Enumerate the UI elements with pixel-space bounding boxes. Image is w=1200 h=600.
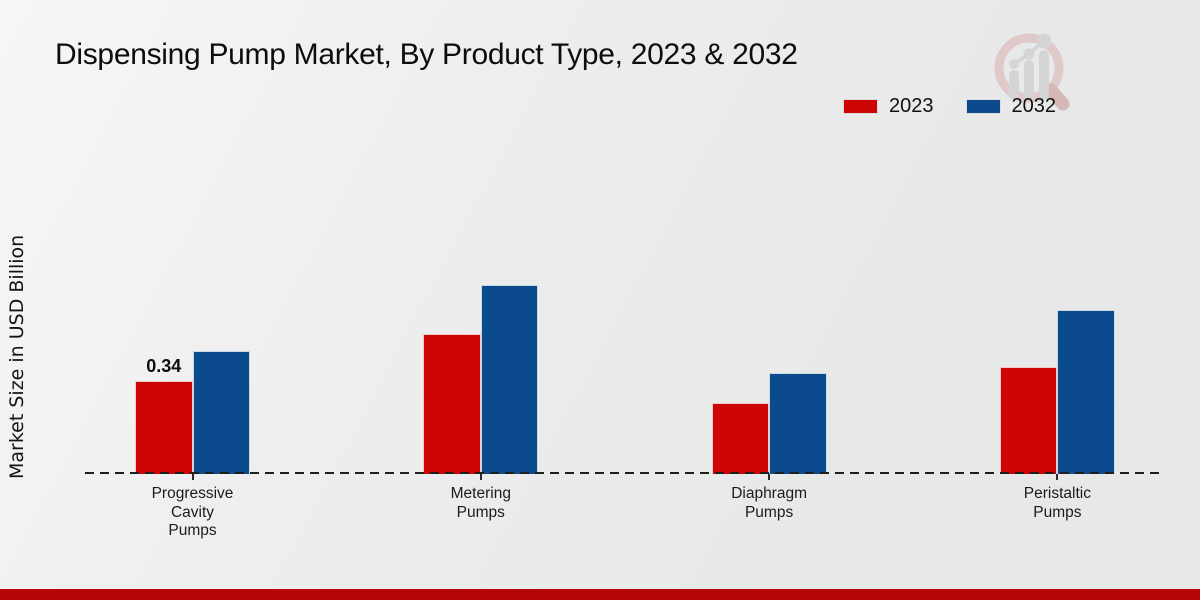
x-axis-tick: [191, 474, 194, 480]
legend-label: 2023: [889, 95, 934, 117]
footer-accent-bar: [0, 589, 1200, 600]
bar-2023-3: [711, 403, 770, 474]
bar-2032-4: [1057, 310, 1115, 474]
bar-2023-2: [423, 334, 481, 474]
legend-swatch-icon: [843, 99, 878, 114]
legend-item-2032: 2032: [965, 95, 1057, 118]
legend-swatch-icon: [965, 99, 1001, 114]
legend-label: 2032: [1011, 95, 1057, 117]
bar-2023-4: [999, 367, 1058, 474]
bar-2032-1: [192, 351, 250, 474]
bar-2032-3: [769, 373, 827, 474]
x-axis-tick: [479, 474, 482, 480]
x-axis-tick: [1056, 474, 1059, 480]
chart-title: Dispensing Pump Market, By Product Type,…: [55, 38, 798, 71]
x-axis-tick: [768, 474, 771, 480]
bar-2032-2: [480, 285, 539, 474]
bar-value-label: 0.34: [146, 356, 182, 376]
y-axis-label: Market Size in USD Billion: [6, 234, 28, 480]
x-axis-category-label: Diaphragm Pumps: [731, 485, 807, 521]
x-axis-category-label: Metering Pumps: [450, 485, 511, 521]
legend-item-2023: 2023: [843, 95, 934, 118]
x-axis-category-label: Progressive Cavity Pumps: [151, 485, 234, 540]
x-axis-baseline: [85, 472, 1163, 474]
magnifier-bar-chart-logo-icon: [994, 33, 1070, 111]
bar-2023-1: [135, 381, 193, 474]
legend: 2023 2032: [843, 95, 1056, 118]
x-axis-category-label: Peristaltic Pumps: [1023, 485, 1091, 521]
